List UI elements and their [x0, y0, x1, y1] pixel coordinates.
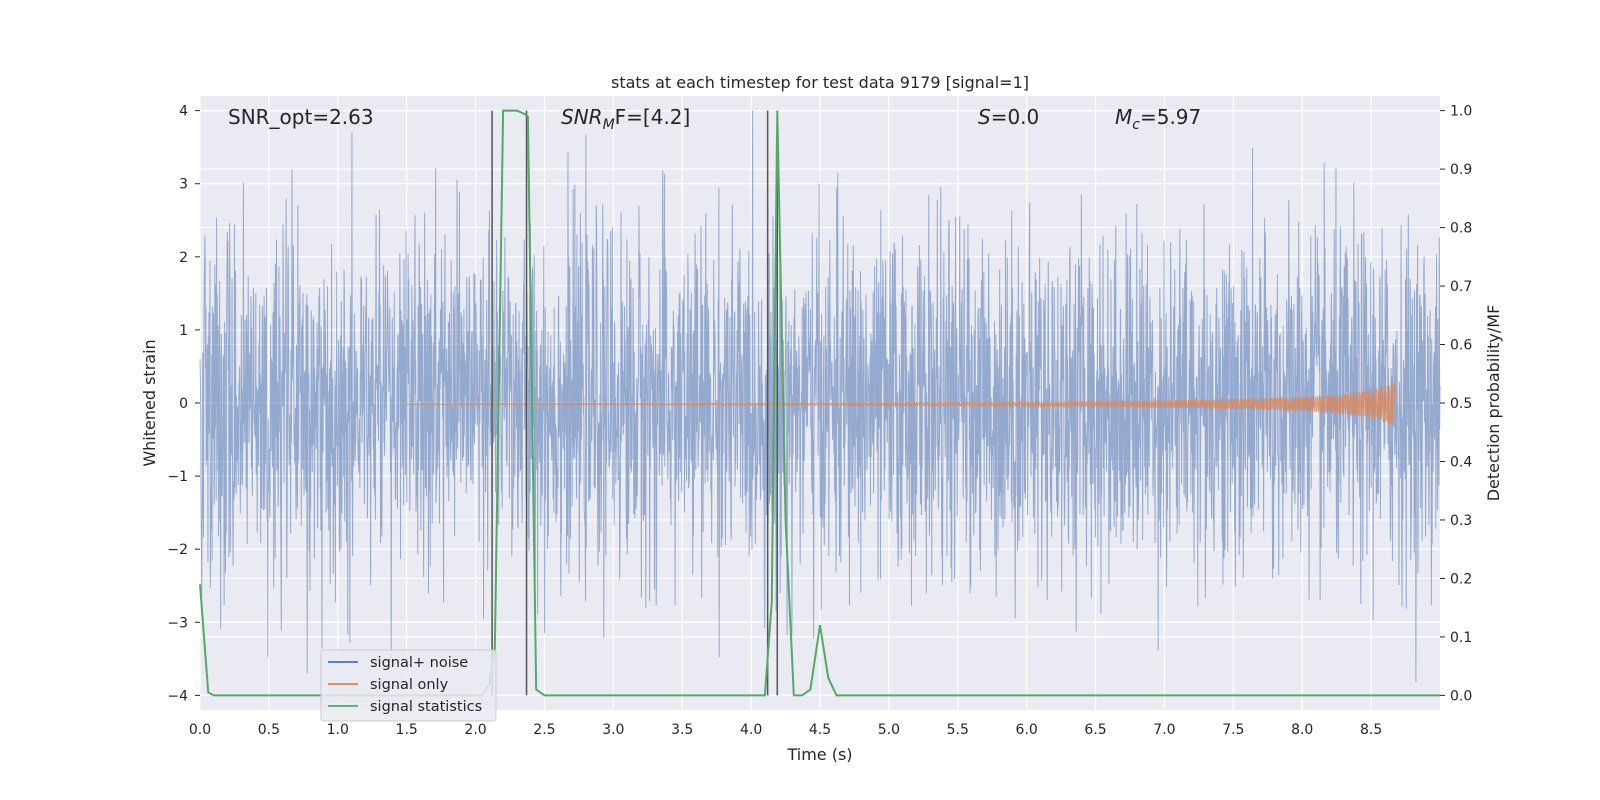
x-tick-label: 8.5: [1360, 722, 1382, 738]
x-tick-label: 0.0: [189, 722, 211, 738]
signal-noise-line: [199, 110, 1441, 682]
y2-tick-label: 1.0: [1450, 104, 1472, 120]
y2-tick-label: 0.7: [1450, 279, 1472, 295]
y-axis-label: Whitened strain: [140, 339, 159, 466]
annotation-s: S=0.0: [978, 105, 1039, 129]
x-tick-label: 1.0: [327, 722, 349, 738]
legend-label-signal-only: signal only: [370, 677, 449, 693]
x-tick-label: 3.0: [602, 722, 624, 738]
y2-tick-label: 0.0: [1450, 688, 1472, 704]
annotation-mc: Mc=5.97: [1115, 105, 1201, 133]
y-tick-label: 4: [179, 104, 188, 120]
legend-label-signal-noise: signal+ noise: [370, 655, 468, 671]
annotation-snr-mf: SNRMF=[4.2]: [561, 105, 690, 133]
y2-tick-label: 0.8: [1450, 221, 1472, 237]
y2-tick-label: 0.9: [1450, 162, 1472, 178]
y-tick-label: 2: [179, 250, 188, 266]
chart-title: stats at each timestep for test data 917…: [611, 73, 1029, 92]
x-tick-label: 8.0: [1291, 722, 1313, 738]
y2-axis-ticks: 0.0 0.1 0.2 0.3 0.4 0.5 0.6 0.7 0.8 0.9 1.0: [1440, 104, 1472, 704]
y2-tick-label: 0.5: [1450, 396, 1472, 412]
x-tick-label: 5.5: [947, 722, 969, 738]
x-tick-label: 0.5: [258, 722, 280, 738]
x-tick-label: 5.0: [878, 722, 900, 738]
y-tick-label: −3: [167, 615, 188, 631]
annotation-snr-opt: SNR_opt=2.63: [228, 105, 374, 129]
annotation-snr-mf-sub: M: [603, 117, 615, 133]
signal-only-line: [406, 381, 1396, 428]
x-tick-label: 6.5: [1084, 722, 1106, 738]
x-tick-label: 7.0: [1153, 722, 1175, 738]
annotation-s-rest: =0.0: [991, 105, 1040, 129]
x-axis-label: Time (s): [786, 745, 852, 764]
annotation-snr-mf-rest: F=[4.2]: [615, 105, 691, 129]
y2-tick-label: 0.3: [1450, 513, 1472, 529]
annotation-s-italic: S: [978, 105, 991, 129]
annotation-snr-mf-base: SNR: [561, 105, 603, 129]
y2-axis-label: Detection probability/MF: [1484, 305, 1503, 502]
y2-tick-label: 0.2: [1450, 571, 1472, 587]
signal-noise-series: [199, 110, 1441, 682]
legend: signal+ noise signal only signal statist…: [320, 649, 497, 722]
signal-only-series: [406, 381, 1396, 428]
x-tick-label: 2.5: [533, 722, 555, 738]
y-tick-label: 0: [179, 396, 188, 412]
x-tick-label: 7.5: [1222, 722, 1244, 738]
y-tick-label: −2: [167, 542, 188, 558]
y-tick-label: −1: [167, 469, 188, 485]
vertical-markers: [491, 110, 779, 696]
y-tick-label: 1: [179, 323, 188, 339]
x-tick-label: 2.0: [464, 722, 486, 738]
annotation-mc-base: M: [1115, 105, 1132, 129]
x-tick-label: 1.5: [396, 722, 418, 738]
y2-tick-label: 0.4: [1450, 454, 1472, 470]
annotation-mc-rest: =5.97: [1140, 105, 1201, 129]
x-tick-label: 3.5: [671, 722, 693, 738]
annotation-mc-sub: c: [1132, 117, 1140, 133]
x-axis-ticks: 0.0 0.5 1.0 1.5 2.0 2.5 3.0 3.5 4.0 4.5 5.0 5.5 6.0 6…: [189, 722, 1382, 738]
x-tick-label: 6.0: [1016, 722, 1038, 738]
x-tick-label: 4.0: [740, 722, 762, 738]
y-axis-ticks: −4 −3 −2 −1 0 1 2 3 4: [167, 104, 200, 704]
y2-tick-label: 0.6: [1450, 338, 1472, 354]
legend-box: [320, 649, 497, 722]
y-tick-label: −4: [167, 688, 188, 704]
y-tick-label: 3: [179, 177, 188, 193]
y2-tick-label: 0.1: [1450, 630, 1472, 646]
x-tick-label: 4.5: [809, 722, 831, 738]
legend-label-signal-statistics: signal statistics: [370, 699, 482, 715]
